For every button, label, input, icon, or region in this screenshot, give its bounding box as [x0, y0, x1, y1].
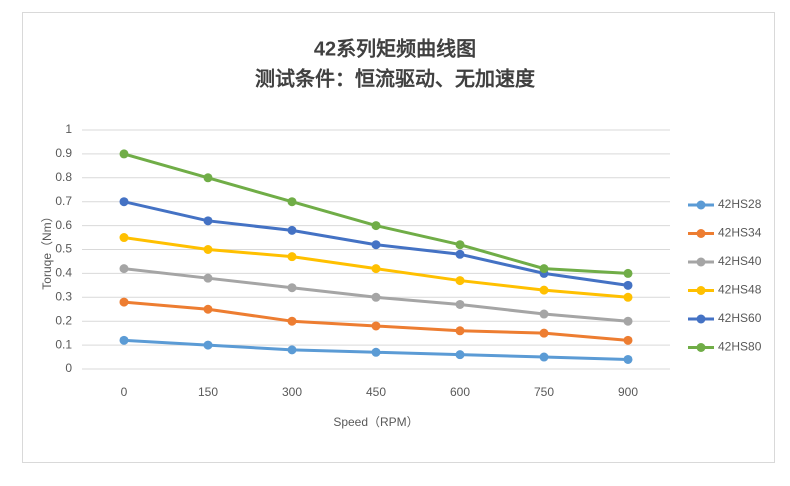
point: [203, 245, 213, 254]
point: [119, 149, 129, 159]
point: [371, 264, 381, 274]
point: [203, 173, 213, 183]
point: [287, 225, 297, 235]
legend-label: 42HS60: [718, 311, 762, 325]
point: [203, 273, 213, 283]
point: [455, 249, 465, 259]
y-tick-label: 0.4: [55, 266, 72, 280]
point: [119, 335, 129, 345]
point: [119, 233, 129, 243]
point: [287, 283, 297, 293]
point: [371, 221, 381, 231]
point: [119, 297, 129, 307]
y-tick-label: 0.5: [55, 242, 72, 256]
point: [455, 240, 465, 250]
point: [455, 326, 465, 336]
point: [203, 216, 213, 226]
point: [287, 197, 297, 207]
legend-label: 42HS28: [718, 197, 762, 211]
point: [623, 268, 633, 278]
legend-marker: [696, 200, 706, 210]
point: [623, 354, 633, 364]
point: [119, 264, 129, 274]
legend-label: 42HS48: [718, 283, 762, 297]
point: [623, 335, 633, 345]
x-tick-label: 0: [121, 385, 128, 399]
legend-marker: [696, 257, 706, 267]
point: [623, 280, 633, 290]
chart-frame: [22, 12, 775, 463]
chart-subtitle: 测试条件：恒流驱动、无加速度: [255, 66, 536, 90]
point: [119, 197, 129, 207]
y-tick-label: 1: [65, 122, 72, 136]
y-tick-label: 0.1: [55, 337, 72, 351]
point: [623, 316, 633, 326]
point: [455, 299, 465, 309]
point: [539, 328, 549, 338]
x-tick-label: 750: [534, 385, 554, 399]
y-tick-label: 0.8: [55, 170, 72, 184]
point: [539, 285, 549, 295]
legend-label: 42HS40: [718, 254, 762, 268]
y-axis-label: Toruqe（Nm）: [40, 210, 54, 289]
point: [539, 309, 549, 319]
y-tick-label: 0.9: [55, 146, 72, 160]
y-tick-label: 0.7: [55, 194, 72, 208]
point: [287, 316, 297, 326]
y-tick-label: 0: [65, 361, 72, 375]
point: [371, 240, 381, 250]
point: [287, 252, 297, 262]
legend-marker: [696, 286, 706, 295]
point: [455, 350, 465, 360]
legend-marker: [696, 229, 706, 238]
legend-label: 42HS80: [718, 340, 762, 354]
chart-title: 42系列矩频曲线图: [314, 36, 476, 60]
legend-label: 42HS34: [718, 226, 762, 240]
point: [371, 347, 381, 357]
point: [623, 292, 633, 302]
point: [287, 345, 297, 355]
point: [539, 352, 549, 362]
x-tick-label: 150: [198, 385, 218, 399]
x-axis-label: Speed（RPM）: [333, 415, 418, 429]
y-tick-label: 0.6: [55, 218, 72, 232]
point: [203, 340, 213, 350]
y-tick-label: 0.3: [55, 289, 72, 303]
x-tick-label: 300: [282, 385, 302, 399]
point: [539, 264, 549, 274]
x-tick-label: 450: [366, 385, 386, 399]
legend-marker: [696, 314, 706, 324]
x-tick-label: 600: [450, 385, 470, 399]
legend-marker: [696, 343, 706, 352]
x-tick-label: 900: [618, 385, 638, 399]
point: [455, 276, 465, 286]
point: [203, 304, 213, 314]
point: [371, 292, 381, 302]
y-tick-label: 0.2: [55, 313, 72, 327]
point: [371, 321, 381, 331]
